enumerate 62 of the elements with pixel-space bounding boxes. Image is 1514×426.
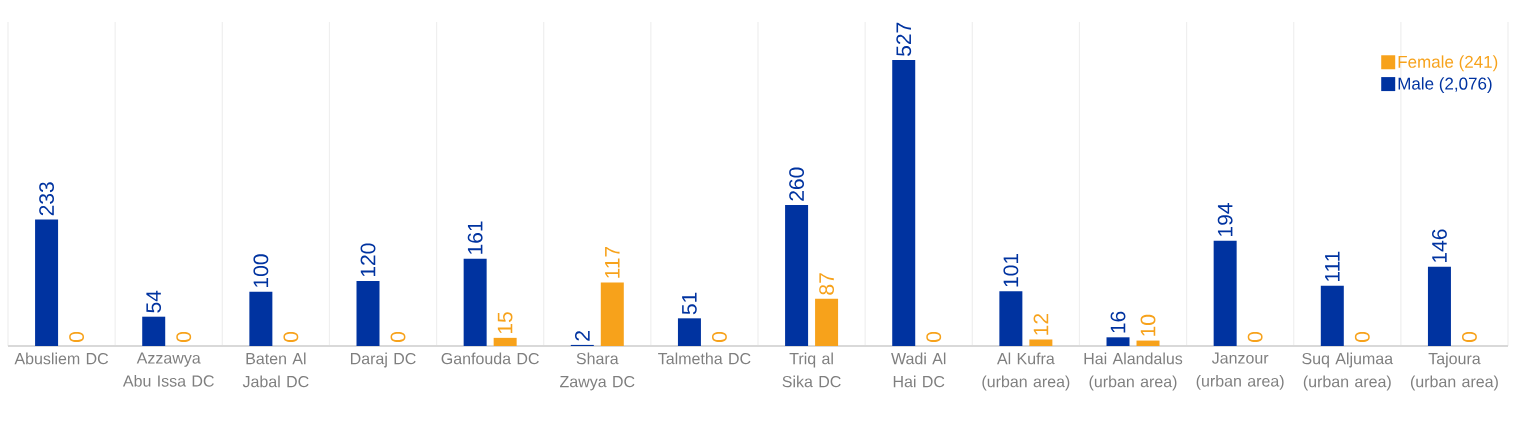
- x-tick-label: Tajoura (urban area): [1410, 352, 1498, 391]
- x-tick-label: Shara Zawya DC: [560, 352, 635, 391]
- bar: [1427, 266, 1451, 346]
- bar: [677, 318, 701, 346]
- x-tick-label: Triq al Sika DC: [782, 352, 841, 388]
- bar: [785, 204, 809, 346]
- x-tick-label: Baten Al Jabal DC: [242, 352, 309, 388]
- data-label: 0: [1354, 331, 1370, 342]
- data-label: 0: [1247, 331, 1263, 342]
- data-label: 0: [69, 331, 85, 342]
- x-tick-label: Janzour (urban area): [1196, 352, 1284, 390]
- bar: [815, 298, 839, 346]
- legend-label: Male (2,076): [1398, 77, 1492, 94]
- data-label: 87: [819, 273, 835, 295]
- legend-label: Female (241): [1398, 55, 1498, 72]
- data-label: 161: [467, 221, 483, 254]
- x-tick-label: Wadi Al Hai DC: [891, 352, 946, 388]
- data-label: 101: [1003, 253, 1019, 287]
- x-tick-label: Daraj DC: [350, 352, 416, 368]
- data-label: 233: [39, 182, 55, 216]
- x-tick-label: Ganfouda DC: [441, 352, 539, 365]
- data-label: 54: [146, 290, 162, 313]
- bar: [1029, 339, 1053, 346]
- bar: [1320, 285, 1344, 346]
- data-label: 0: [926, 331, 942, 342]
- bar: [493, 337, 517, 346]
- data-label: 100: [253, 254, 269, 287]
- data-label: 146: [1432, 229, 1447, 262]
- bar: [35, 219, 59, 346]
- data-label: 0: [283, 331, 299, 342]
- data-label: 12: [1033, 314, 1049, 335]
- data-label: 0: [390, 331, 406, 342]
- bar: [463, 258, 487, 346]
- x-tick-label: Talmetha DC: [658, 352, 751, 365]
- x-tick-label: Hai Alandalus (urban area): [1084, 352, 1183, 391]
- data-label: 111: [1325, 251, 1340, 281]
- bar: [1213, 240, 1237, 346]
- data-label: 10: [1140, 314, 1156, 336]
- data-label: 16: [1110, 311, 1126, 333]
- bar: [142, 316, 166, 346]
- bar: [249, 291, 273, 346]
- bar: [999, 291, 1023, 346]
- x-tick-label: Abusliem DC: [14, 352, 109, 365]
- x-tick-label: Azzawya Abu Issa DC: [122, 352, 214, 387]
- x-tick-label: Al Kufra (urban area): [982, 352, 1070, 391]
- bar: [600, 282, 624, 346]
- data-label: 194: [1217, 203, 1233, 236]
- data-label: 51: [682, 292, 697, 315]
- bar: [356, 280, 380, 346]
- data-label: 0: [712, 331, 727, 342]
- bar: [1106, 337, 1130, 346]
- data-label: 2: [574, 331, 590, 341]
- x-tick-label: Suq Aljumaa (urban area): [1302, 352, 1394, 391]
- data-label: 260: [789, 167, 805, 201]
- bar: [892, 60, 916, 346]
- data-label: 117: [605, 246, 620, 278]
- data-label: 0: [176, 331, 192, 342]
- bar: [1136, 340, 1160, 346]
- data-label: 120: [360, 243, 376, 277]
- data-label: 527: [896, 22, 912, 56]
- data-label: 0: [1462, 331, 1477, 342]
- data-label: 15: [497, 312, 513, 334]
